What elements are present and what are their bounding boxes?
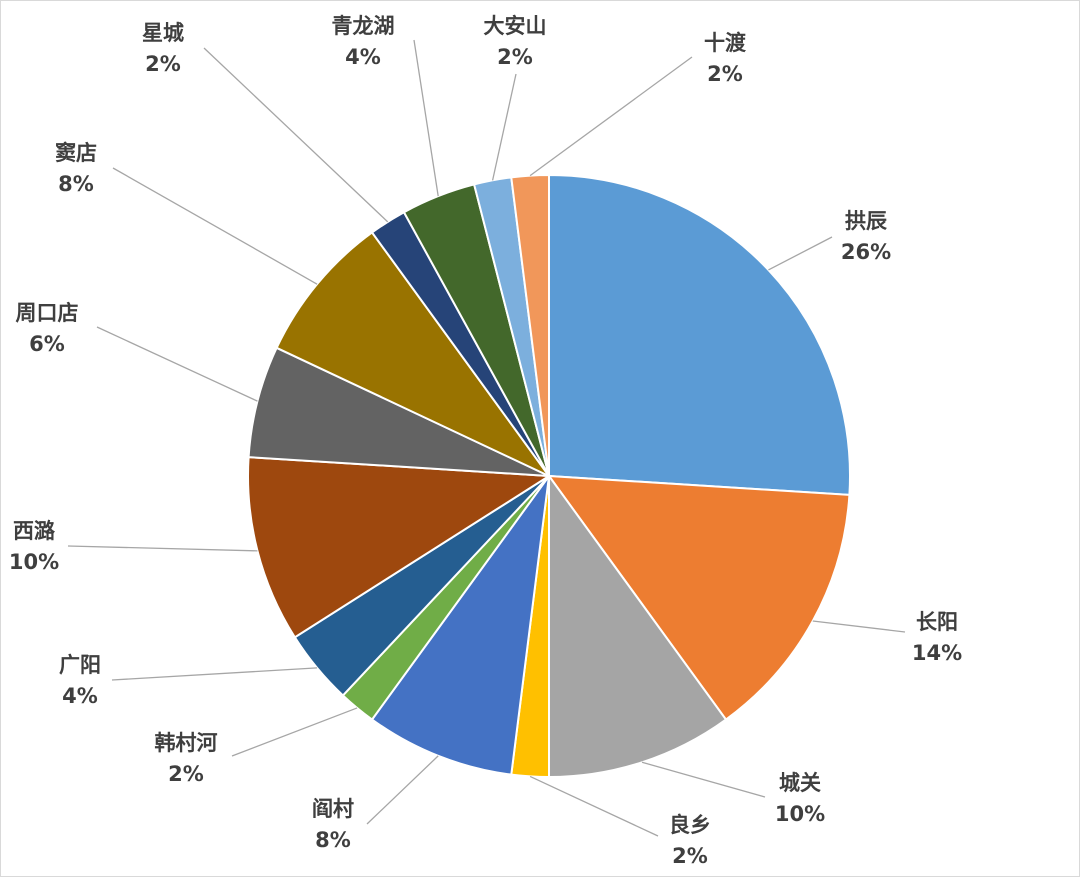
leader-line [111, 667, 318, 681]
data-label-percent: 2% [707, 62, 743, 86]
pie-slice [548, 472, 728, 779]
data-label-name: 广阳 [59, 653, 101, 677]
data-label-percent: 4% [62, 684, 98, 708]
data-label-percent: 10% [9, 550, 59, 574]
data-label-percent: 10% [775, 802, 825, 826]
data-label-name: 长阳 [916, 610, 958, 634]
data-label-percent: 14% [912, 641, 962, 665]
leader-line [366, 755, 439, 825]
pie-slices [247, 173, 851, 779]
data-label-name: 韩村河 [155, 731, 218, 755]
data-label-name: 窦店 [55, 141, 97, 165]
pie-slice [546, 474, 851, 721]
pie-slice [275, 231, 550, 477]
leader-line [112, 167, 318, 285]
data-label-percent: 2% [168, 762, 204, 786]
leader-line [641, 761, 766, 798]
leader-line [529, 775, 659, 837]
data-label-name: 良乡 [669, 813, 711, 837]
leader-line [529, 56, 693, 177]
data-label-name: 周口店 [16, 301, 79, 325]
pie-slice [548, 173, 851, 496]
data-labels: 拱辰 26% 长阳 14% 城关 10% 良乡 2% 阎村 8% 韩村河 2% 广阳 4% 西潞 10% 周口店… [9, 14, 962, 868]
leader-line [231, 707, 358, 757]
data-label-name: 阎村 [312, 797, 354, 821]
data-label-name: 青龙湖 [332, 14, 395, 38]
data-label-name: 大安山 [484, 14, 547, 38]
leader-line [67, 545, 258, 552]
data-label-percent: 2% [497, 45, 533, 69]
data-label-name: 星城 [142, 21, 184, 45]
leader-line [491, 73, 517, 181]
data-label-name: 拱辰 [845, 209, 887, 233]
data-label-percent: 2% [145, 52, 181, 76]
data-label-percent: 4% [345, 45, 381, 69]
leader-line [812, 620, 906, 633]
data-label-percent: 6% [29, 332, 65, 356]
leader-line [203, 47, 389, 223]
data-label-percent: 8% [58, 172, 94, 196]
data-label-percent: 8% [315, 828, 351, 852]
data-label-name: 西潞 [13, 519, 56, 543]
data-label-name: 十渡 [704, 31, 747, 55]
leader-line [768, 236, 833, 271]
data-label-percent: 26% [841, 240, 891, 264]
leader-lines [67, 39, 906, 837]
leader-line [96, 326, 258, 402]
data-label-percent: 2% [672, 844, 708, 868]
leader-line [413, 39, 439, 197]
data-label-name: 城关 [779, 771, 821, 795]
pie-slice [370, 475, 550, 776]
